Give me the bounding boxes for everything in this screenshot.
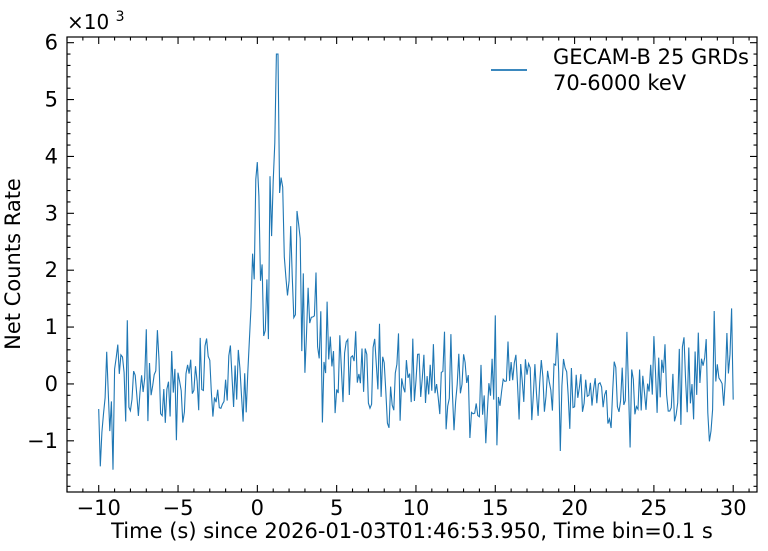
offset-multiplier: ×10	[67, 10, 109, 34]
plot-frame	[66, 36, 758, 493]
x-tick-label: 5	[330, 496, 343, 520]
y-axis-label: Net Counts Rate	[1, 178, 25, 350]
y-tick-label: 6	[45, 31, 58, 55]
x-tick-label: −5	[163, 496, 194, 520]
x-tick-label: 15	[482, 496, 509, 520]
light-curve-line	[98, 53, 734, 470]
y-tick-label: 1	[45, 315, 58, 339]
offset-exponent: 3	[116, 9, 125, 25]
y-tick-label: 4	[45, 144, 58, 168]
legend-label-line1: GECAM-B 25 GRDs	[553, 45, 749, 69]
x-tick-label: 0	[251, 496, 264, 520]
y-tick-label: 3	[45, 201, 58, 225]
x-tick-label: −10	[77, 496, 121, 520]
x-tick-label: 25	[641, 496, 668, 520]
x-tick-label: 10	[403, 496, 430, 520]
x-axis-label: Time (s) since 2026-01-03T01:46:53.950, …	[110, 519, 713, 543]
y-tick-label: 2	[45, 258, 58, 282]
x-tick-label: 30	[720, 496, 747, 520]
legend: GECAM-B 25 GRDs 70-6000 keV	[491, 45, 749, 95]
legend-label-line2: 70-6000 keV	[553, 71, 687, 95]
axes-ticks	[66, 37, 757, 492]
y-tick-label: −1	[27, 429, 58, 453]
y-tick-label: 0	[45, 372, 58, 396]
data-series	[98, 53, 734, 470]
y-axis-offset-text: ×10 3	[67, 9, 125, 34]
y-tick-label: 5	[45, 88, 58, 112]
x-tick-label: 20	[561, 496, 588, 520]
